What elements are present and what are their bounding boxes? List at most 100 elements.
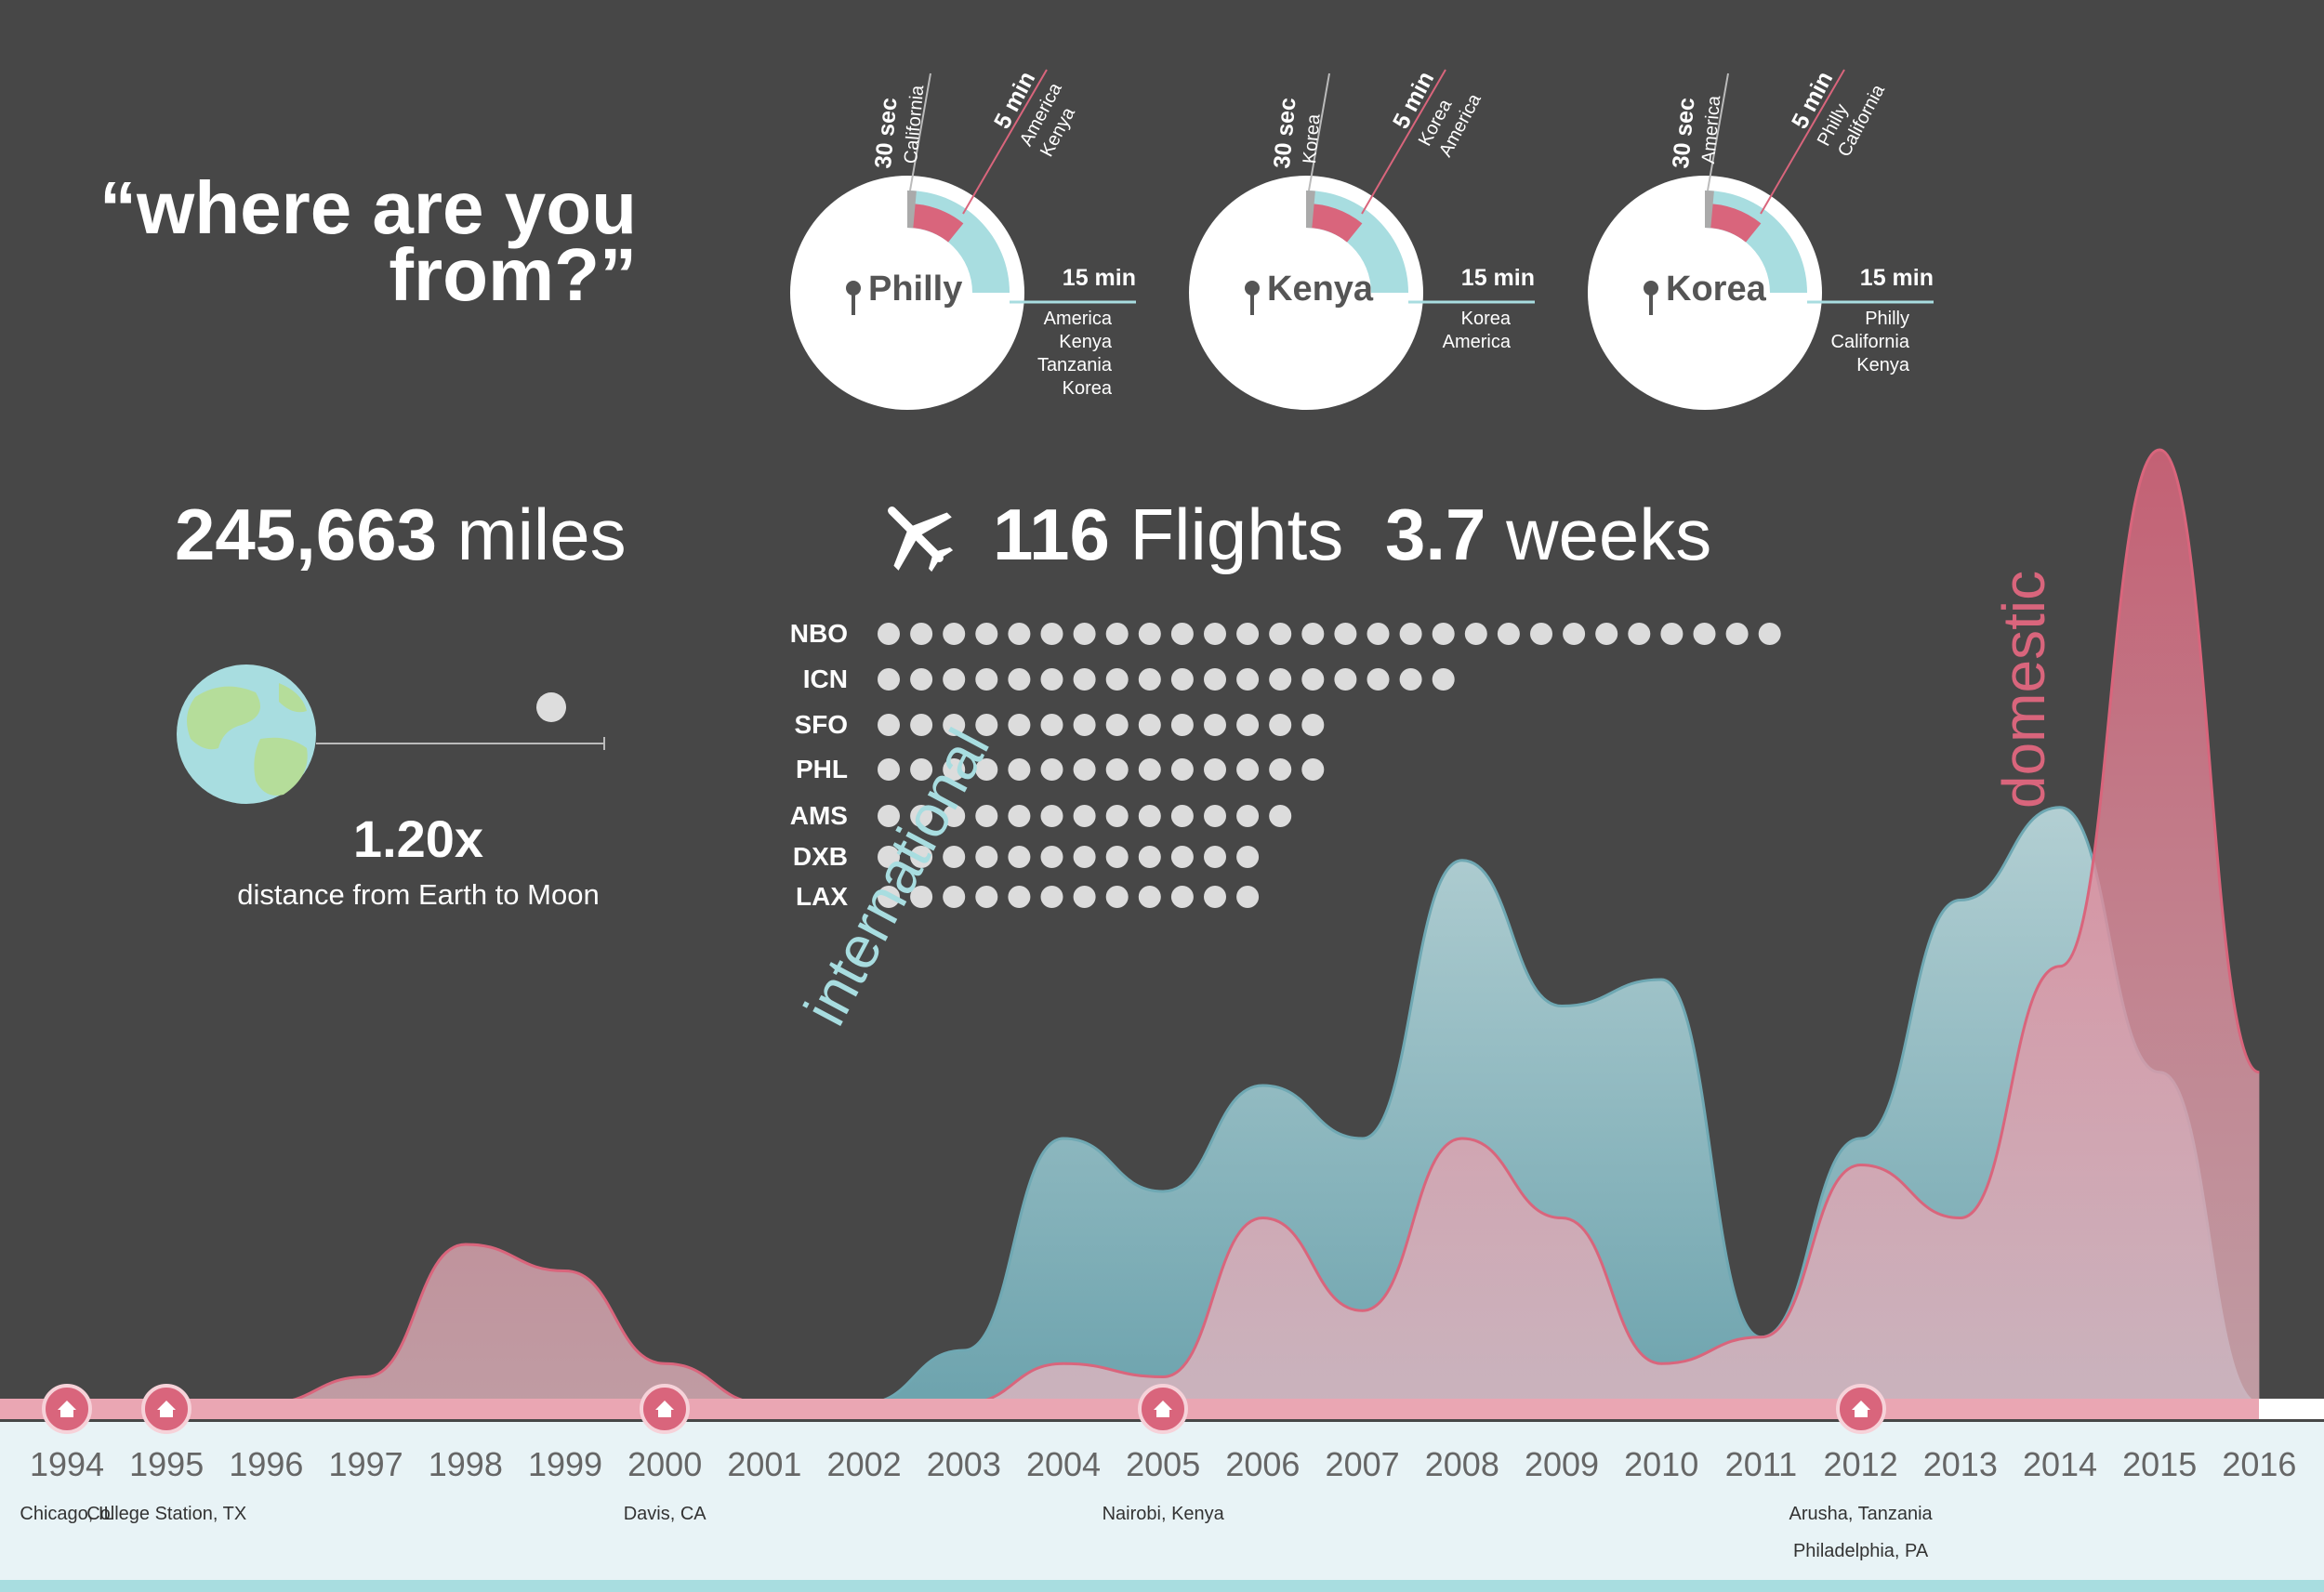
flight-dot-icn [1138, 668, 1161, 691]
flight-dot-dxb [1008, 846, 1031, 868]
flight-dot-phl [1236, 758, 1260, 781]
home-name-kenya: Kenya [1267, 270, 1374, 309]
flight-dot-nbo [1105, 623, 1129, 645]
ring-30-sec [1306, 191, 1315, 229]
flight-dot-nbo [1334, 623, 1357, 645]
airport-label-nbo: NBO [789, 619, 848, 648]
year-tick-2004: 2004 [1025, 1445, 1102, 1483]
home-circles [790, 69, 1934, 410]
year-tick-2002: 2002 [826, 1445, 902, 1483]
flight-dot-lax [1236, 886, 1260, 908]
flight-dot-sfo [1204, 714, 1226, 736]
year-tick-2015: 2015 [2122, 1445, 2198, 1483]
flight-dot-phl [1269, 758, 1292, 781]
flight-dot-lax [1073, 886, 1096, 908]
flight-dot-icn [910, 668, 933, 691]
home-name-philly: Philly [868, 270, 963, 309]
timeline-background [0, 1422, 2324, 1592]
miles-stat: 245,663 miles [175, 493, 733, 577]
flight-dot-ams [1138, 805, 1161, 827]
line-domestic [67, 448, 2260, 1405]
flight-dot-icn [943, 668, 966, 691]
flight-dot-sfo [1073, 714, 1096, 736]
move-label: Davis, CA [623, 1504, 706, 1524]
flight-dot-phl [1204, 758, 1226, 781]
places-15-min: America Kenya Tanzania Korea [1037, 309, 1112, 399]
label-15-min: 15 min [1460, 265, 1535, 291]
flight-dot-icn [878, 668, 900, 691]
flight-dot-phl [943, 758, 966, 781]
flight-dot-lax [1040, 886, 1063, 908]
flight-dot-ams [1073, 805, 1096, 827]
flight-dot-ams [1204, 805, 1226, 827]
year-tick-1999: 1999 [527, 1445, 603, 1483]
title-line-1: “where are you [99, 166, 637, 249]
flight-dot-icn [1204, 668, 1226, 691]
label-15-min: 15 min [1859, 265, 1934, 291]
flight-dot-ams [1236, 805, 1260, 827]
flight-dot-nbo [1628, 623, 1651, 645]
year-tick-2000: 2000 [627, 1445, 703, 1483]
flight-dot-icn [1073, 668, 1096, 691]
flight-dot-nbo [1073, 623, 1096, 645]
year-tick-2014: 2014 [2022, 1445, 2098, 1483]
flight-dot-phl [1008, 758, 1031, 781]
move-label: College Station, TX [86, 1504, 247, 1524]
flight-dot-nbo [1138, 623, 1161, 645]
flight-dot-icn [1399, 668, 1422, 691]
move-label: Arusha, Tanzania [1789, 1504, 1933, 1524]
flight-dot-dxb [910, 846, 933, 868]
flight-dot-icn [975, 668, 998, 691]
year-tick-2008: 2008 [1424, 1445, 1499, 1483]
flight-dot-sfo [1138, 714, 1161, 736]
flight-dot-nbo [910, 623, 933, 645]
miles-value: 245,663 [175, 493, 437, 575]
airport-label-sfo: SFO [794, 710, 848, 739]
flight-dot-nbo [975, 623, 998, 645]
flight-dot-dxb [943, 846, 966, 868]
flight-dot-dxb [1204, 846, 1226, 868]
flight-dot-nbo [1563, 623, 1586, 645]
places-15-min: Korea America [1442, 309, 1511, 352]
miles-unit: miles [456, 493, 627, 575]
year-tick-2003: 2003 [926, 1445, 1001, 1483]
distance-caption: distance from Earth to Moon [237, 878, 600, 911]
year-tick-2001: 2001 [727, 1445, 802, 1483]
flight-dot-phl [1073, 758, 1096, 781]
flight-dot-ams [910, 805, 933, 827]
flight-dot-lax [975, 886, 998, 908]
flight-dot-icn [1334, 668, 1357, 691]
flight-dot-lax [878, 886, 900, 908]
flight-dot-icn [1301, 668, 1325, 691]
flight-dot-lax [1204, 886, 1226, 908]
flight-dot-sfo [1040, 714, 1063, 736]
flights-stat: 116 Flights [993, 493, 1343, 577]
flight-dot-icn [1008, 668, 1031, 691]
flight-dot-nbo [878, 623, 900, 645]
year-tick-1998: 1998 [428, 1445, 503, 1483]
flight-dot-nbo [1170, 623, 1194, 645]
flight-dot-ams [878, 805, 900, 827]
flight-dot-nbo [1497, 623, 1520, 645]
flight-dot-phl [910, 758, 933, 781]
area-domestic [67, 450, 2260, 1403]
flight-dot-lax [1105, 886, 1129, 908]
flight-dot-nbo [1595, 623, 1618, 645]
flight-dot-dxb [1040, 846, 1063, 868]
flight-dot-nbo [1725, 623, 1749, 645]
flight-dot-nbo [1269, 623, 1292, 645]
home-marker-icon [42, 1384, 92, 1434]
flight-dot-nbo [1301, 623, 1325, 645]
ring-30-sec [1705, 191, 1714, 229]
year-tick-2013: 2013 [1922, 1445, 1998, 1483]
flight-dot-sfo [1170, 714, 1194, 736]
move-label-2: Philadelphia, PA [1792, 1541, 1929, 1561]
flight-dot-dxb [1170, 846, 1194, 868]
flight-dot-sfo [975, 714, 998, 736]
moon-icon [536, 692, 566, 722]
year-tick-2006: 2006 [1225, 1445, 1301, 1483]
flight-dot-sfo [1008, 714, 1031, 736]
flight-dot-icn [1105, 668, 1129, 691]
flight-dot-ams [1170, 805, 1194, 827]
